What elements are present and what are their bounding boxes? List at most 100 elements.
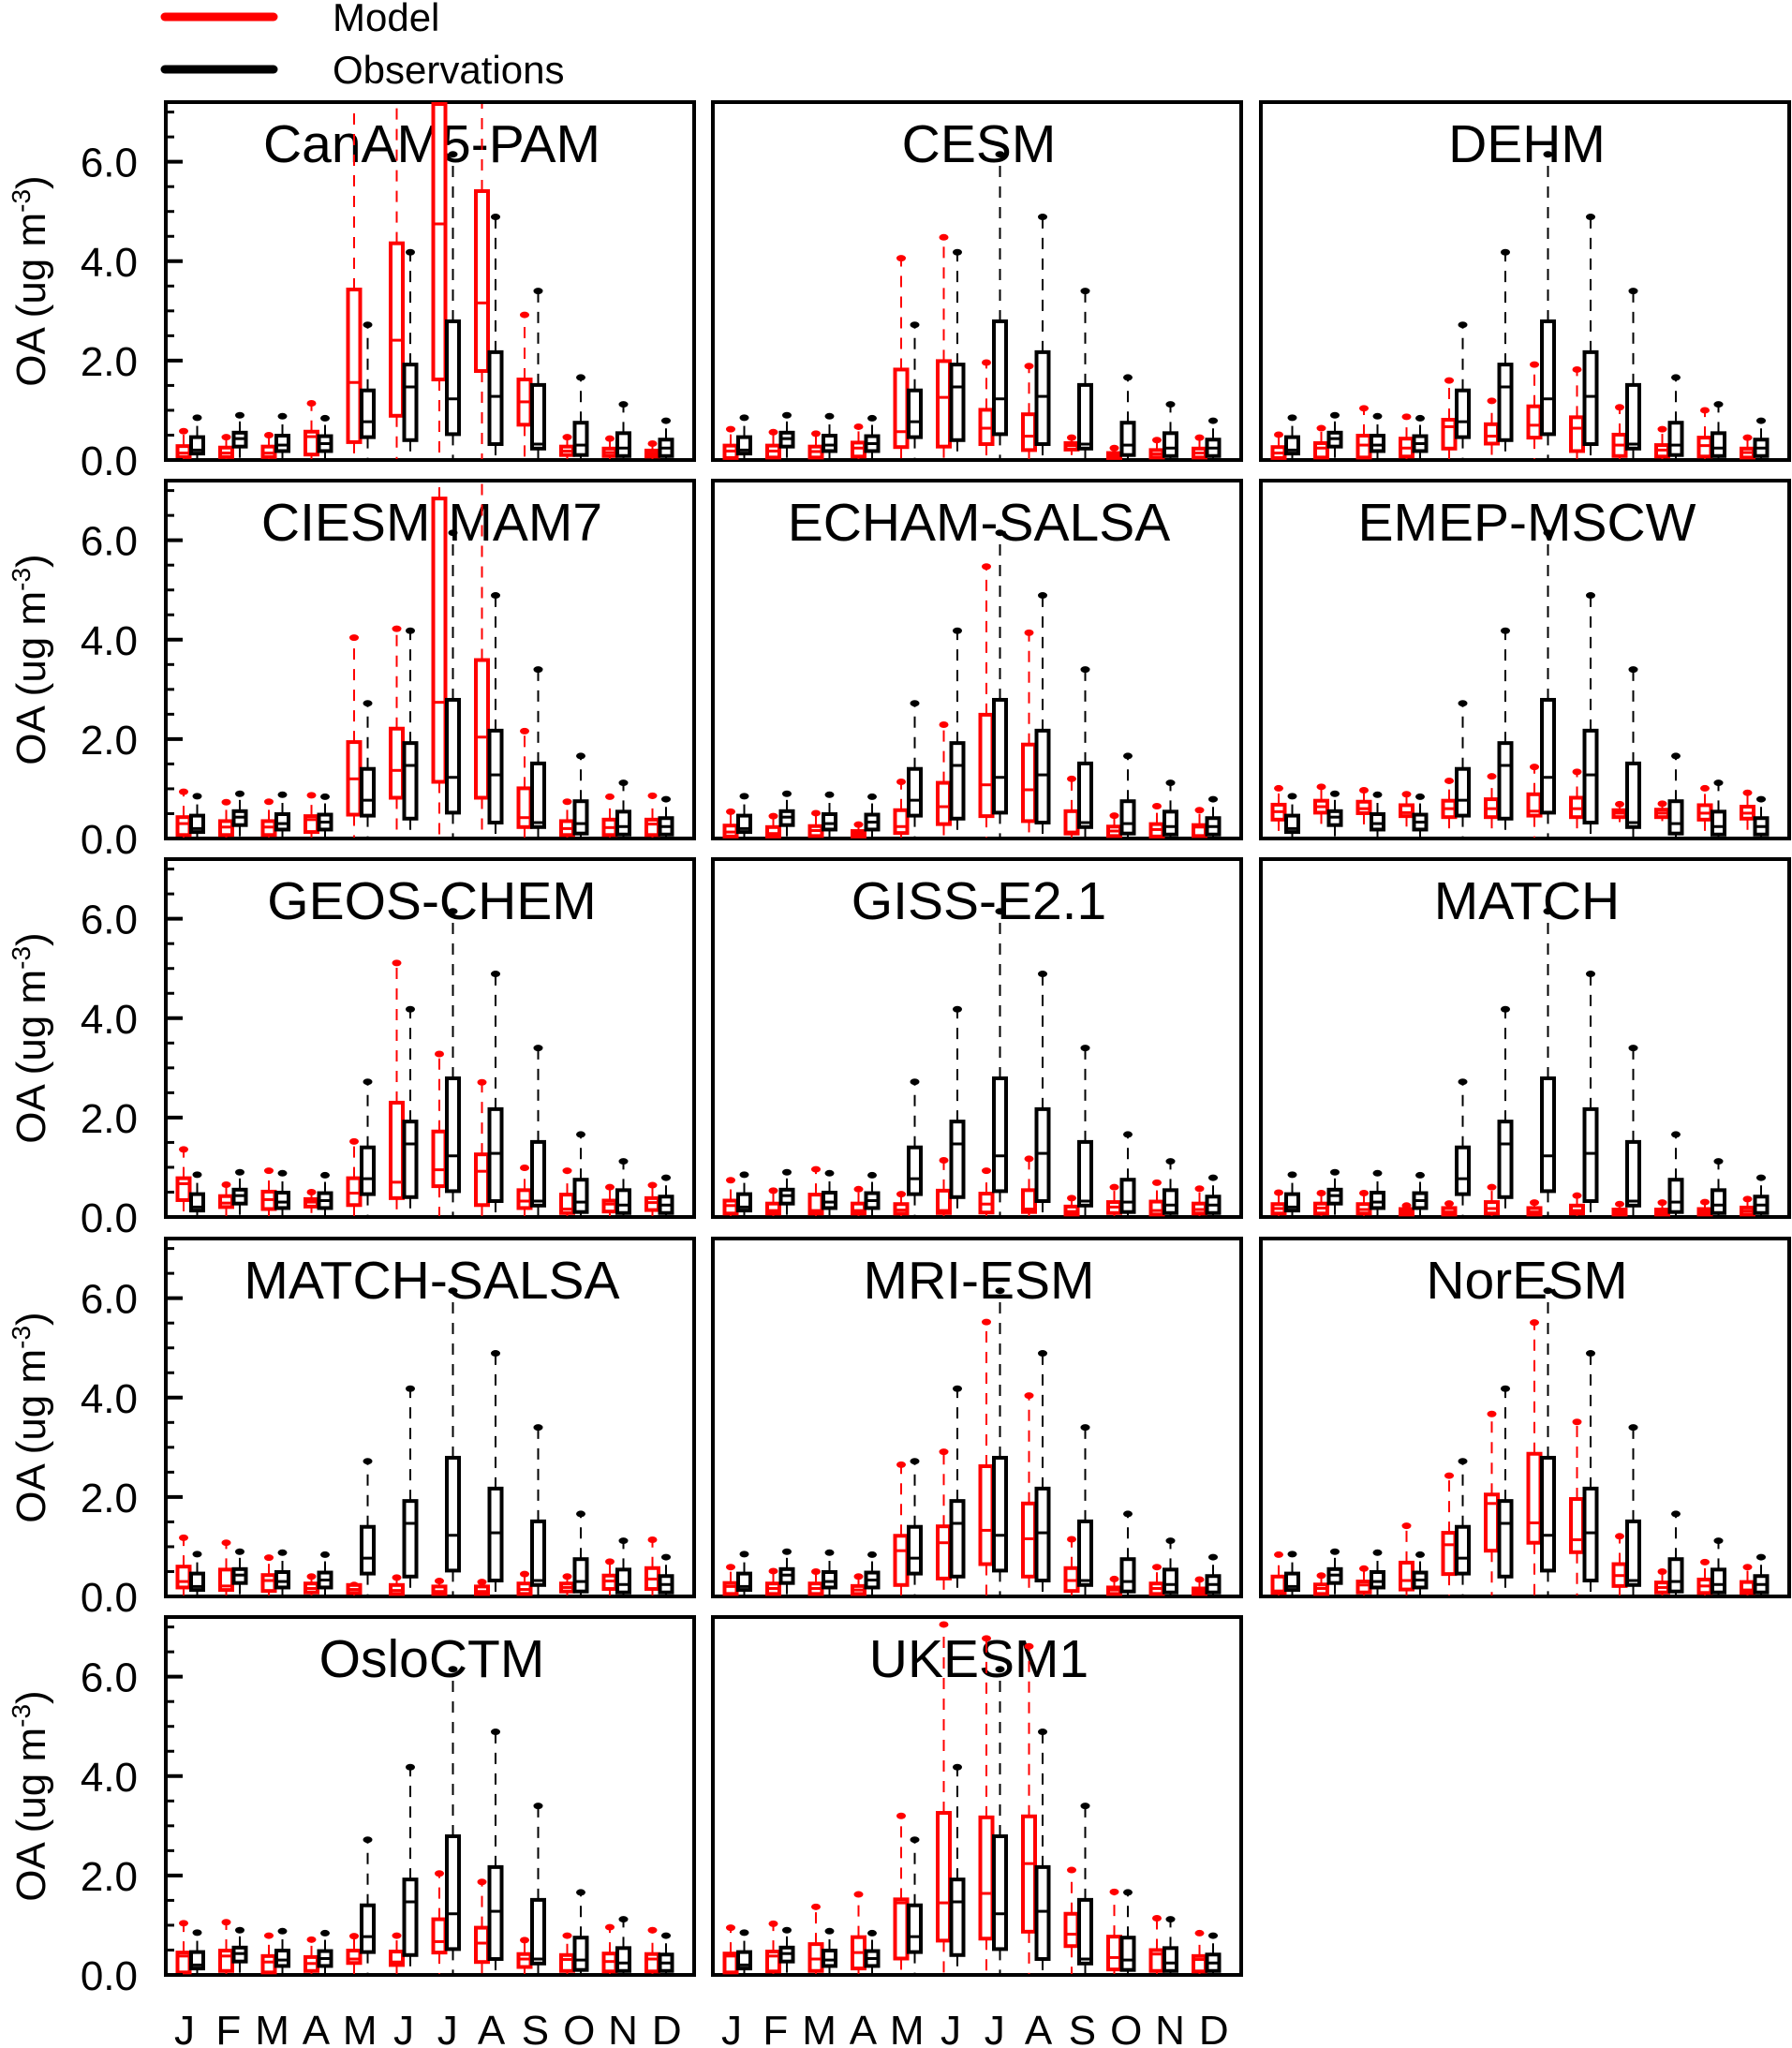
- max-point: [768, 1187, 778, 1195]
- model-box-F: [218, 798, 234, 838]
- max-point: [1316, 424, 1326, 432]
- max-point: [192, 1171, 202, 1179]
- max-point: [1080, 1803, 1090, 1810]
- panel-cesm: CESM: [711, 100, 1243, 462]
- max-point: [1316, 783, 1326, 791]
- max-point: [1458, 1458, 1468, 1465]
- obs-box-O: [572, 752, 589, 838]
- max-point: [235, 1548, 244, 1555]
- max-point: [1444, 777, 1454, 784]
- iqr-box: [1441, 418, 1458, 451]
- iqr-box: [1569, 415, 1585, 453]
- max-point: [1359, 1190, 1369, 1197]
- max-point: [1194, 434, 1205, 441]
- iqr-box: [1119, 1936, 1136, 1972]
- iqr-box: [615, 1567, 631, 1595]
- iqr-box: [402, 1499, 419, 1579]
- panel-noresm: NorESM: [1259, 1237, 1791, 1598]
- model-box-D: [1740, 789, 1755, 833]
- iqr-box: [445, 697, 461, 815]
- max-point: [1415, 414, 1425, 422]
- model-box-N: [1148, 1179, 1165, 1217]
- max-point: [1274, 1551, 1283, 1558]
- max-point: [1543, 529, 1553, 537]
- max-point: [853, 423, 864, 430]
- max-point: [448, 529, 458, 537]
- max-point: [726, 425, 735, 433]
- obs-box-A: [317, 414, 333, 459]
- max-point: [491, 592, 500, 600]
- iqr-box: [1063, 1911, 1080, 1949]
- iqr-box: [1582, 349, 1599, 447]
- iqr-box: [487, 1486, 504, 1583]
- obs-box-S: [530, 1803, 546, 1974]
- iqr-box: [893, 1534, 910, 1587]
- iqr-box: [572, 1936, 589, 1972]
- max-point: [448, 151, 458, 158]
- iqr-box: [936, 359, 952, 449]
- max-point: [1067, 434, 1076, 441]
- model-box-D: [1740, 1195, 1755, 1217]
- iqr-box: [389, 726, 405, 800]
- obs-box-A: [864, 1929, 881, 1974]
- max-point: [982, 1167, 991, 1175]
- obs-box-M: [274, 1169, 290, 1216]
- max-point: [1543, 151, 1553, 158]
- max-point: [562, 1167, 572, 1175]
- iqr-box: [893, 367, 910, 450]
- max-point: [896, 1461, 906, 1468]
- max-point: [953, 1763, 962, 1771]
- model-box-M: [893, 1461, 910, 1595]
- model-box-F: [765, 1187, 781, 1216]
- iqr-box: [474, 188, 490, 374]
- panel-title: EMEP-MSCW: [1358, 493, 1696, 553]
- obs-box-M: [907, 1078, 923, 1216]
- month-label: F: [215, 2008, 241, 2048]
- max-point: [1123, 1131, 1133, 1138]
- obs-box-J: [189, 1171, 205, 1216]
- obs-box-O: [1119, 1131, 1136, 1216]
- obs-box-D: [658, 417, 674, 459]
- max-point: [939, 1448, 949, 1456]
- max-point: [1109, 1888, 1119, 1895]
- iqr-box: [992, 1455, 1008, 1573]
- max-point: [1657, 1567, 1667, 1575]
- obs-box-N: [1711, 401, 1726, 459]
- obs-box-D: [1753, 1553, 1770, 1595]
- max-point: [1165, 1158, 1176, 1165]
- max-point: [1713, 1537, 1724, 1545]
- max-point: [1208, 417, 1218, 424]
- iqr-box: [516, 1952, 533, 1969]
- iqr-box: [1034, 349, 1051, 447]
- iqr-box: [274, 434, 290, 453]
- iqr-box: [1625, 1519, 1641, 1587]
- model-box-O: [1654, 1567, 1670, 1595]
- obs-box-M: [1370, 412, 1385, 459]
- obs-box-F: [1326, 411, 1343, 459]
- max-point: [1458, 700, 1468, 707]
- obs-box-F: [778, 411, 795, 459]
- model-box-A: [1021, 1155, 1037, 1216]
- panel-frame: [711, 100, 1243, 462]
- max-point: [647, 439, 658, 447]
- obs-box-D: [1205, 1932, 1222, 1974]
- max-point: [1615, 404, 1624, 411]
- max-point: [1109, 1183, 1119, 1191]
- month-label: A: [303, 2008, 331, 2048]
- max-point: [477, 1579, 487, 1586]
- obs-box-D: [658, 1932, 674, 1974]
- max-point: [1024, 1642, 1034, 1650]
- max-point: [811, 1165, 821, 1173]
- panel-title: UKESM1: [869, 1629, 1089, 1689]
- max-point: [1165, 1537, 1176, 1545]
- max-point: [853, 1891, 864, 1898]
- max-point: [1572, 1418, 1582, 1426]
- model-box-A: [304, 1573, 319, 1595]
- max-point: [179, 1920, 188, 1927]
- iqr-box: [1711, 431, 1726, 458]
- month-label: F: [763, 2008, 788, 2048]
- y-tick-label: 4.0: [81, 1755, 138, 1801]
- panel-frame: [711, 479, 1243, 840]
- model-box-S: [1611, 1200, 1628, 1217]
- obs-box-M: [907, 700, 923, 838]
